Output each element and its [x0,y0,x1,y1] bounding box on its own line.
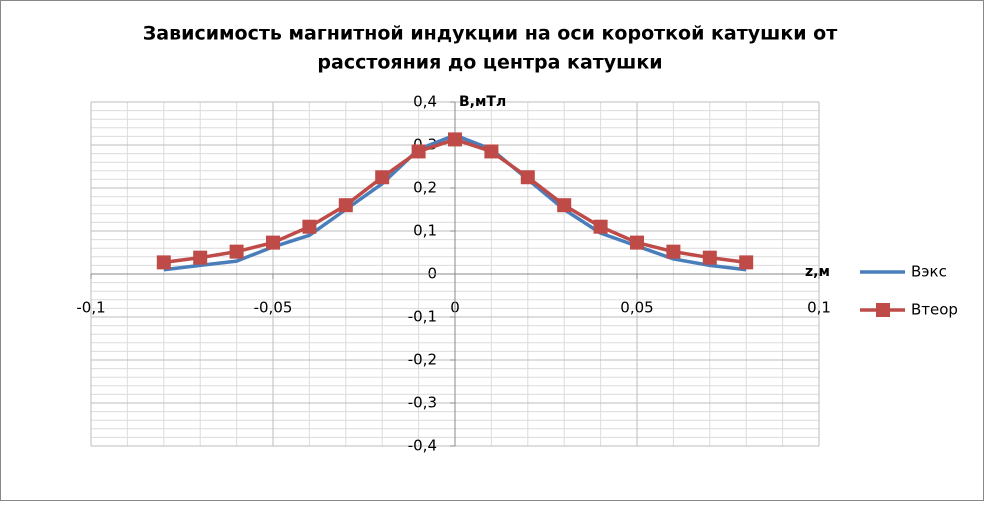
marker [739,255,754,270]
marker [448,132,462,147]
legend-label: Втеор [911,301,958,319]
marker [557,198,572,213]
x-tick-label: 0,05 [620,299,653,317]
marker [520,170,535,185]
chart-title: Зависимость магнитной индукции на оси ко… [143,23,837,45]
x-tick-label: -0,1 [76,299,105,317]
y-tick-label: -0,3 [408,394,437,412]
y-axis-title: B,мТл [459,94,506,110]
marker [156,255,171,270]
marker [593,219,608,234]
y-tick-label: 0,2 [413,179,437,197]
x-tick-label: -0,05 [254,299,293,317]
marker [702,250,717,265]
marker [666,244,681,259]
y-tick-label: 0,4 [413,93,437,111]
marker [375,170,390,185]
marker [484,144,499,159]
y-tick-label: -0,1 [408,308,437,326]
y-tick-label: -0,2 [408,351,437,369]
marker [193,250,208,265]
marker [229,244,244,259]
marker [411,144,426,159]
x-tick-label: 0,1 [807,299,831,317]
marker [302,219,317,234]
legend-marker [876,303,890,317]
marker [266,235,280,250]
marker [338,198,353,213]
chart-title: расстояния до центра катушки [317,52,662,74]
legend-label: Вэкс [911,263,947,281]
marker [630,235,644,250]
y-tick-label: 0,1 [413,222,437,240]
x-axis-title: z,м [805,264,830,280]
y-tick-label: -0,4 [408,437,437,455]
